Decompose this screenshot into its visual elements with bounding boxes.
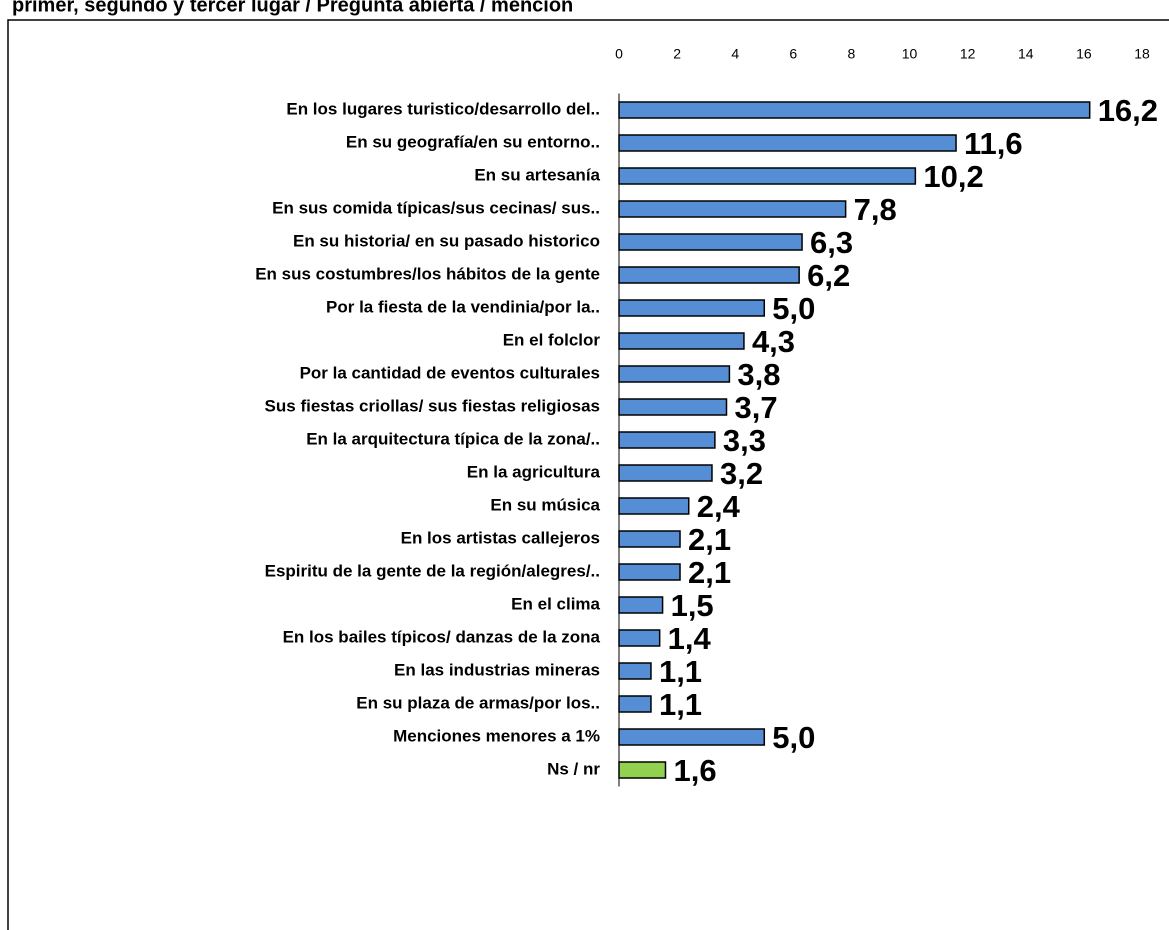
- x-tick-label: 2: [673, 46, 681, 62]
- category-label: En sus comida típicas/sus cecinas/ sus..: [272, 198, 600, 217]
- category-label: En sus costumbres/los hábitos de la gent…: [255, 264, 600, 283]
- category-label: En los lugares turistico/desarrollo del.…: [286, 99, 600, 118]
- value-label: 1,1: [659, 654, 702, 689]
- category-label: Ns / nr: [547, 759, 600, 778]
- bar: [618, 365, 731, 383]
- value-label: 1,4: [668, 621, 712, 656]
- bar: [618, 299, 766, 317]
- category-label: En su historia/ en su pasado historico: [293, 231, 600, 250]
- value-label: 7,8: [854, 192, 897, 227]
- x-tick-label: 16: [1076, 46, 1092, 62]
- value-label: 2,1: [688, 555, 731, 590]
- bar: [618, 332, 745, 350]
- bar: [618, 563, 681, 581]
- x-tick-label: 0: [615, 46, 623, 62]
- value-label: 4,3: [752, 324, 795, 359]
- value-label: 11,6: [964, 126, 1023, 161]
- value-label: 6,3: [810, 225, 853, 260]
- value-label: 3,3: [723, 423, 766, 458]
- x-tick-label: 12: [960, 46, 976, 62]
- bar: [618, 596, 664, 614]
- bar: [618, 398, 728, 416]
- x-tick-label: 18: [1134, 46, 1150, 62]
- value-label: 3,2: [720, 456, 763, 491]
- category-label: En el folclor: [503, 330, 601, 349]
- bar: [618, 464, 713, 482]
- value-label: 3,8: [737, 357, 780, 392]
- category-label: En los bailes típicos/ danzas de la zona: [283, 627, 601, 646]
- x-tick-label: 8: [848, 46, 856, 62]
- category-label: En su artesanía: [474, 165, 600, 184]
- category-label: Espiritu de la gente de la región/alegre…: [265, 561, 600, 580]
- x-tick-label: 6: [789, 46, 797, 62]
- value-label: 10,2: [923, 159, 983, 194]
- value-label: 1,1: [659, 687, 702, 722]
- bar: [618, 662, 652, 680]
- category-label: En los artistas callejeros: [401, 528, 600, 547]
- category-label: En la agricultura: [467, 462, 601, 481]
- category-label: En su música: [490, 495, 600, 514]
- x-tick-label: 4: [731, 46, 739, 62]
- value-label: 5,0: [772, 720, 815, 755]
- bar: [618, 629, 661, 647]
- bar: [618, 233, 803, 251]
- category-label: Por la fiesta de la vendinia/por la..: [326, 297, 600, 316]
- category-label: En la arquitectura típica de la zona/..: [306, 429, 600, 448]
- bar: [618, 695, 652, 713]
- category-label: Por la cantidad de eventos culturales: [300, 363, 600, 382]
- x-tick-label: 14: [1018, 46, 1034, 62]
- category-label: En el clima: [511, 594, 600, 613]
- frame: [7, 19, 1169, 930]
- value-label: 1,5: [671, 588, 714, 623]
- bar: [618, 200, 847, 218]
- bar: [618, 497, 690, 515]
- bar: [618, 134, 957, 152]
- bar: [618, 266, 800, 284]
- category-label: En las industrias mineras: [394, 660, 600, 679]
- bar: [618, 101, 1091, 119]
- bar: [618, 167, 917, 185]
- value-label: 6,2: [807, 258, 850, 293]
- value-label: 5,0: [772, 291, 815, 326]
- bar: [618, 530, 681, 548]
- value-label: 2,1: [688, 522, 731, 557]
- bar: [618, 728, 766, 746]
- value-label: 16,2: [1098, 93, 1158, 128]
- category-label: En su geografía/en su entorno..: [346, 132, 600, 151]
- bar: [618, 431, 716, 449]
- chart-title: primer, segundo y tercer lugar / Pregunt…: [12, 0, 573, 16]
- bar: [618, 761, 667, 779]
- category-label: Sus fiestas criollas/ sus fiestas religi…: [265, 396, 600, 415]
- category-label: Menciones menores a 1%: [393, 726, 600, 745]
- value-label: 2,4: [697, 489, 741, 524]
- value-label: 1,6: [673, 753, 716, 788]
- category-label: En su plaza de armas/por los..: [356, 693, 600, 712]
- x-tick-label: 10: [902, 46, 918, 62]
- value-label: 3,7: [735, 390, 778, 425]
